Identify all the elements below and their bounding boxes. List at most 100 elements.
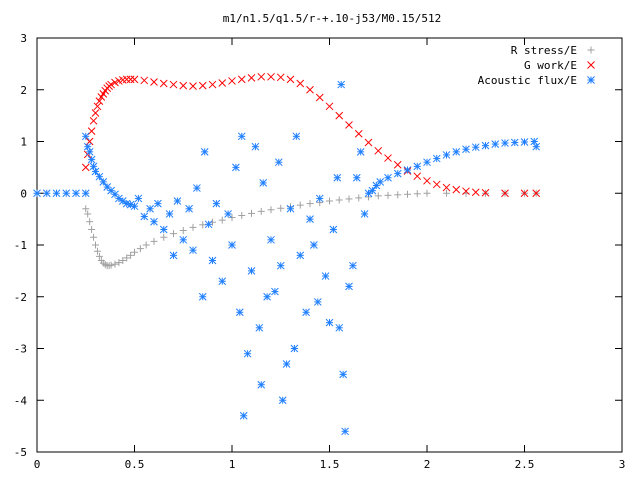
data-point (296, 251, 305, 260)
data-point (212, 199, 221, 208)
legend-marker (587, 76, 595, 84)
data-point (442, 183, 451, 192)
data-point (85, 147, 94, 156)
data-point (243, 349, 252, 358)
data-point (255, 323, 264, 332)
data-point (368, 186, 377, 195)
data-point (179, 227, 187, 235)
data-point (248, 209, 255, 217)
data-point (452, 185, 461, 194)
series-1 (81, 72, 541, 198)
data-point (92, 241, 99, 249)
data-point (84, 210, 92, 218)
data-point (333, 173, 342, 182)
legend-label: Acoustic flux/E (478, 74, 577, 87)
data-point (341, 427, 349, 436)
data-point (257, 207, 265, 215)
data-point (337, 80, 346, 89)
data-point (154, 199, 162, 208)
data-point (126, 75, 135, 84)
chart-title: m1/n1.5/q1.5/r-+.10-j53/M0.15/512 (223, 12, 442, 25)
data-point (345, 282, 353, 291)
data-point (130, 75, 139, 84)
data-point (224, 210, 232, 218)
y-tick-label: -5 (14, 446, 27, 459)
data-point (520, 138, 529, 146)
data-point (150, 78, 158, 86)
legend-label: G work/E (524, 59, 577, 72)
data-point (481, 141, 490, 150)
data-point (159, 79, 168, 88)
data-point (354, 129, 363, 138)
y-tick-label: 3 (20, 32, 27, 45)
data-point (315, 93, 324, 102)
x-tick-label: 0 (34, 458, 41, 471)
data-point (91, 167, 100, 176)
data-point (271, 287, 279, 296)
x-tick-label: 3 (619, 458, 626, 471)
data-point (170, 230, 177, 238)
data-point (259, 179, 268, 187)
data-point (276, 261, 285, 270)
data-point (520, 189, 529, 198)
data-point (107, 80, 115, 89)
data-point (335, 323, 344, 332)
data-point (93, 247, 101, 255)
data-point (423, 176, 431, 185)
data-point (276, 73, 285, 82)
data-point (384, 154, 392, 162)
y-tick-label: -3 (14, 343, 27, 356)
data-point (42, 189, 51, 198)
data-point (237, 132, 246, 141)
data-point (452, 147, 461, 156)
data-point (150, 237, 158, 245)
y-tick-label: -2 (14, 291, 27, 304)
plot-frame (36, 37, 623, 453)
data-point (277, 204, 285, 212)
data-point (315, 194, 324, 203)
data-point (532, 142, 541, 151)
data-point (335, 196, 343, 204)
data-point (99, 178, 108, 186)
x-tick-label: 2.5 (515, 458, 535, 471)
data-point (208, 80, 217, 89)
x-tick-label: 1.5 (320, 458, 340, 471)
data-point (81, 132, 90, 141)
x-tick-label: 1 (229, 458, 236, 471)
data-point (119, 257, 127, 265)
y-tick-label: -4 (14, 394, 28, 407)
data-point (345, 121, 353, 129)
data-point (413, 172, 422, 181)
data-point (325, 102, 334, 111)
data-point (91, 109, 100, 117)
data-point (532, 189, 541, 198)
data-point (247, 73, 256, 82)
data-point (376, 178, 385, 186)
y-tick-label: 1 (20, 136, 27, 149)
data-point (122, 75, 131, 84)
data-point (278, 396, 287, 405)
data-point (237, 75, 246, 84)
data-point (204, 220, 213, 229)
data-point (160, 233, 168, 241)
data-point (339, 370, 348, 379)
data-point (218, 277, 227, 286)
data-point (393, 169, 402, 178)
data-point (384, 191, 392, 199)
legend-marker (587, 61, 595, 69)
data-point (208, 256, 217, 265)
data-point (232, 163, 240, 172)
data-point (501, 189, 509, 198)
data-point (267, 72, 275, 81)
data-point (142, 241, 150, 249)
data-point (443, 189, 450, 197)
data-point (179, 81, 188, 90)
axes: 0 0.5 1 1.5 2 2.5 3 3 2 1 0 -1 -2 -3 -4 -5 (14, 32, 626, 471)
data-point (131, 248, 138, 256)
data-point (384, 173, 392, 182)
x-tick-label: 2 (424, 458, 431, 471)
data-point (404, 190, 411, 198)
data-point (393, 160, 402, 169)
data-point (81, 189, 90, 198)
data-point (335, 111, 344, 120)
